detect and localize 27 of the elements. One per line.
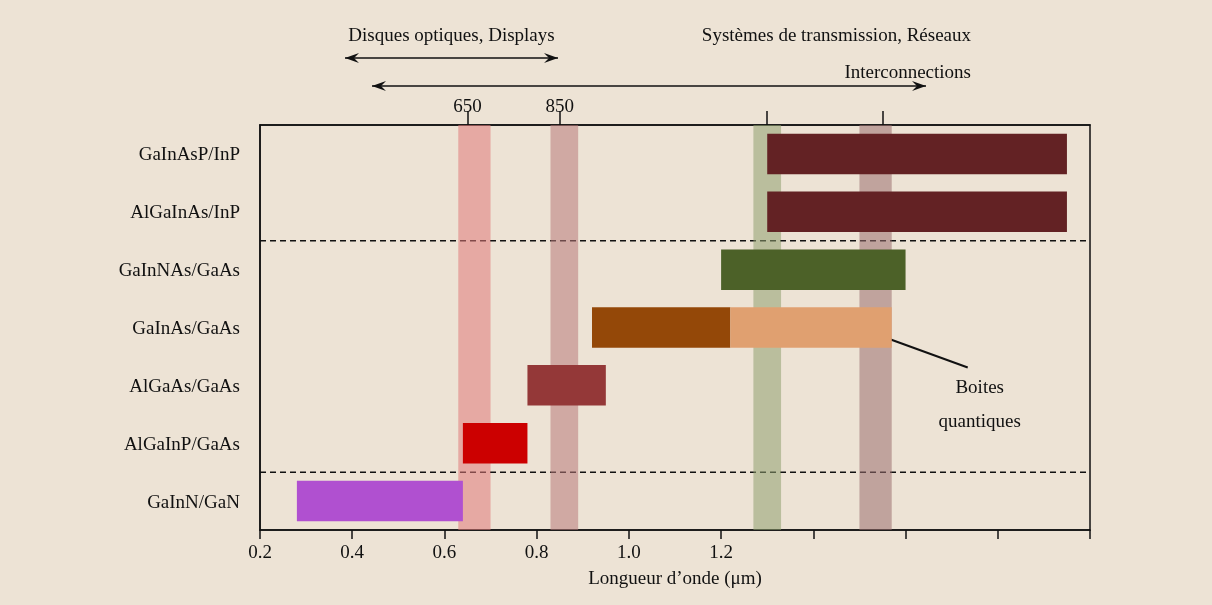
x-tick-label: 1.0 bbox=[617, 541, 641, 562]
x-tick-label: 1.2 bbox=[709, 541, 733, 562]
bar bbox=[730, 307, 892, 348]
x-tick-label: 0.2 bbox=[248, 541, 272, 562]
bar bbox=[462, 422, 528, 464]
bar bbox=[592, 307, 731, 348]
x2-tick-label: 650 bbox=[453, 95, 482, 116]
y-tick-label: GaInN/GaN bbox=[147, 490, 241, 512]
y-tick-label: GaInNAs/GaAs bbox=[118, 259, 240, 281]
bar bbox=[721, 249, 906, 290]
text: Disques optiques, Displays bbox=[348, 24, 555, 45]
y-tick-label: GaInAsP/InP bbox=[138, 143, 240, 165]
bar bbox=[296, 480, 463, 522]
x-tick-label: 0.4 bbox=[340, 541, 365, 562]
y-tick-label: AlGaInP/GaAs bbox=[123, 432, 240, 454]
bar bbox=[767, 191, 1067, 233]
y-tick-label: AlGaAs/GaAs bbox=[129, 374, 240, 396]
x2-tick-label: 850 bbox=[545, 95, 574, 116]
bar bbox=[527, 365, 606, 406]
x-axis-title: Longueur d’onde (μm) bbox=[588, 567, 762, 589]
bar bbox=[767, 133, 1067, 175]
y-tick-label: AlGaInAs/InP bbox=[130, 201, 240, 223]
text: Boites quantiques bbox=[938, 376, 1021, 431]
x-tick-label: 0.6 bbox=[432, 541, 457, 562]
text: Systèmes de transmission, Réseaux Interconnections bbox=[701, 24, 972, 82]
y-tick-label: GaInAs/GaAs bbox=[132, 317, 240, 338]
x-tick-label: 0.8 bbox=[524, 541, 549, 562]
